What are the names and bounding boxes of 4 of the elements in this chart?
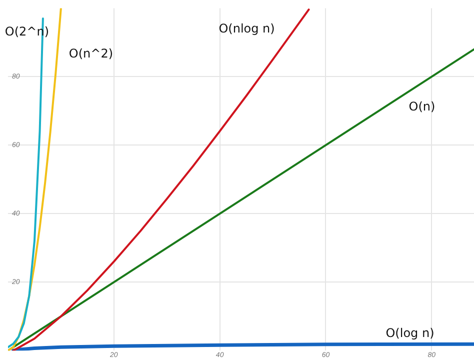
series-label: O(n^2) xyxy=(68,46,114,60)
series-label: O(log n) xyxy=(386,326,434,340)
series-label: O(n) xyxy=(408,99,436,114)
series-label: O(nlog n) xyxy=(218,22,275,36)
